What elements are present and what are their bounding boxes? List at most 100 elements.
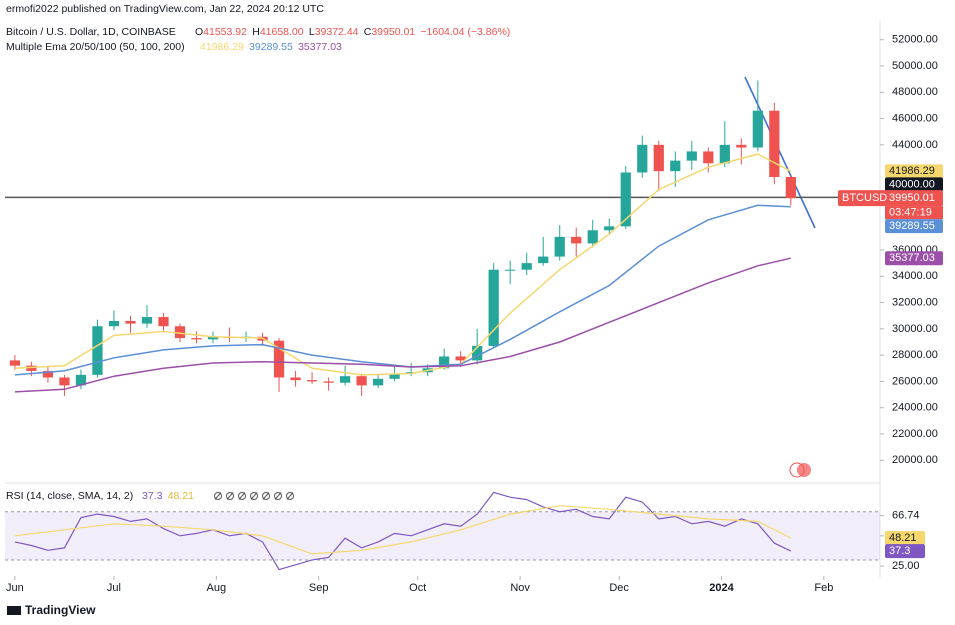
ohlc-letter: C	[364, 26, 372, 38]
ema-last-label-box	[885, 219, 943, 234]
ohlc-letter: L	[309, 26, 315, 38]
candle-body	[554, 236, 565, 257]
hidden-input-icon	[250, 492, 258, 500]
ohlc-letter: H	[252, 26, 260, 38]
rsi-value: 48.21	[168, 490, 194, 502]
brand: TradingView	[25, 603, 96, 617]
symbol-label: BTCUSD	[842, 192, 887, 204]
indicator-value: 35377.03	[298, 41, 342, 53]
ema-last-label-box	[885, 251, 943, 266]
y-tick-label: 32000.00	[892, 296, 938, 308]
candle-body	[323, 381, 334, 383]
indicator-legend: 41986.29 39289.55 35377.03	[200, 41, 347, 53]
hidden-input-icon	[262, 492, 270, 500]
x-tick-label: Nov	[510, 582, 530, 594]
x-tick-label: Jul	[107, 582, 121, 594]
candle-body	[620, 172, 631, 227]
y-tick-label: 46000.00	[892, 112, 938, 124]
candle-body	[670, 160, 681, 172]
candle-body	[42, 370, 54, 378]
last-price-label: 39950.01	[889, 192, 935, 204]
candle-body	[75, 374, 87, 386]
rsi-value: 37.3	[142, 490, 163, 502]
y-tick-label: 22000.00	[892, 428, 938, 440]
ohlc-value: 39372.44	[315, 26, 359, 38]
candle-body	[174, 326, 186, 339]
candle-body	[571, 236, 582, 244]
candle-body	[306, 380, 318, 382]
change-label: −1604.04 (−3.86%)	[420, 26, 510, 38]
candle-body	[26, 365, 37, 371]
candle-body	[207, 336, 219, 340]
hidden-input-icon	[226, 492, 234, 500]
candle-body	[538, 256, 549, 264]
indicator-value: 39289.55	[249, 41, 293, 53]
candle-body	[505, 269, 516, 271]
countdown: 03:47:19	[889, 206, 932, 218]
candle-body	[703, 151, 714, 164]
ohlc-letter: O	[195, 26, 203, 38]
x-tick-label: Feb	[814, 582, 833, 594]
candle-body	[604, 226, 615, 231]
trend-line	[744, 76, 816, 229]
y-tick-label: 20000.00	[892, 454, 938, 466]
x-tick-label: Jun	[6, 582, 24, 594]
ohlc-legend: O41553.92 H41658.00 L39372.44 C39950.01 …	[195, 26, 510, 38]
hidden-input-icon	[286, 492, 294, 500]
hidden-input-icon	[214, 492, 222, 500]
ohlc-value: 39950.01	[371, 26, 415, 38]
spacer	[342, 41, 347, 53]
candle-body	[455, 356, 466, 361]
hidden-input-icon	[238, 492, 246, 500]
candle-body	[290, 377, 301, 381]
y-tick-label: 50000.00	[892, 60, 938, 72]
candle-body	[108, 320, 120, 327]
candle-body	[389, 373, 400, 379]
x-tick-label: Aug	[207, 582, 227, 594]
candle-body	[472, 345, 483, 361]
y-tick-label: 26000.00	[892, 375, 938, 387]
ema-line	[14, 257, 791, 393]
candle-body	[785, 177, 796, 199]
hidden-input-icon	[262, 492, 270, 500]
candle-body	[653, 144, 664, 172]
rsi-band	[5, 511, 880, 560]
price-label-box	[838, 190, 943, 207]
spacer	[194, 490, 199, 502]
candle-body	[92, 326, 103, 375]
candle-body	[9, 360, 21, 366]
rsi-last-label: 37.3	[889, 545, 910, 557]
y-tick-label: 25.00	[892, 560, 920, 572]
rsi-last-label-box	[885, 544, 925, 559]
candle-body	[141, 317, 153, 324]
rsi-legend: 37.3 48.21	[142, 490, 199, 502]
x-tick-label: Oct	[409, 582, 426, 594]
ohlc-value: 41658.00	[260, 26, 304, 38]
rsi-title: RSI (14, close, SMA, 14, 2)	[6, 490, 133, 502]
candle-body	[686, 151, 697, 161]
ema-last-label: 39289.55	[889, 220, 935, 232]
hidden-input-icon	[214, 492, 222, 500]
rsi-sma-label: 48.21	[889, 532, 917, 544]
y-tick-label: 30000.00	[892, 323, 938, 335]
y-tick-label: 24000.00	[892, 402, 938, 414]
countdown-box	[885, 206, 943, 220]
flag-icon	[789, 462, 811, 478]
candle-body	[439, 356, 450, 369]
y-tick-label: 34000.00	[892, 270, 938, 282]
candle-body	[752, 110, 763, 148]
candle-body	[191, 338, 202, 340]
logo: TradingView	[7, 603, 96, 617]
rsi-line	[14, 491, 792, 571]
candle-body	[158, 317, 169, 327]
candle-body	[356, 376, 367, 386]
candle-body	[273, 340, 285, 378]
rsi-line	[14, 505, 792, 555]
ema-last-label-box	[885, 164, 943, 179]
ema-last-label: 41986.29	[889, 165, 935, 177]
y-tick-label: 28000.00	[892, 349, 938, 361]
indicator-title: Multiple Ema 20/50/100 (50, 100, 200)	[6, 41, 185, 53]
candle-body	[125, 320, 136, 324]
